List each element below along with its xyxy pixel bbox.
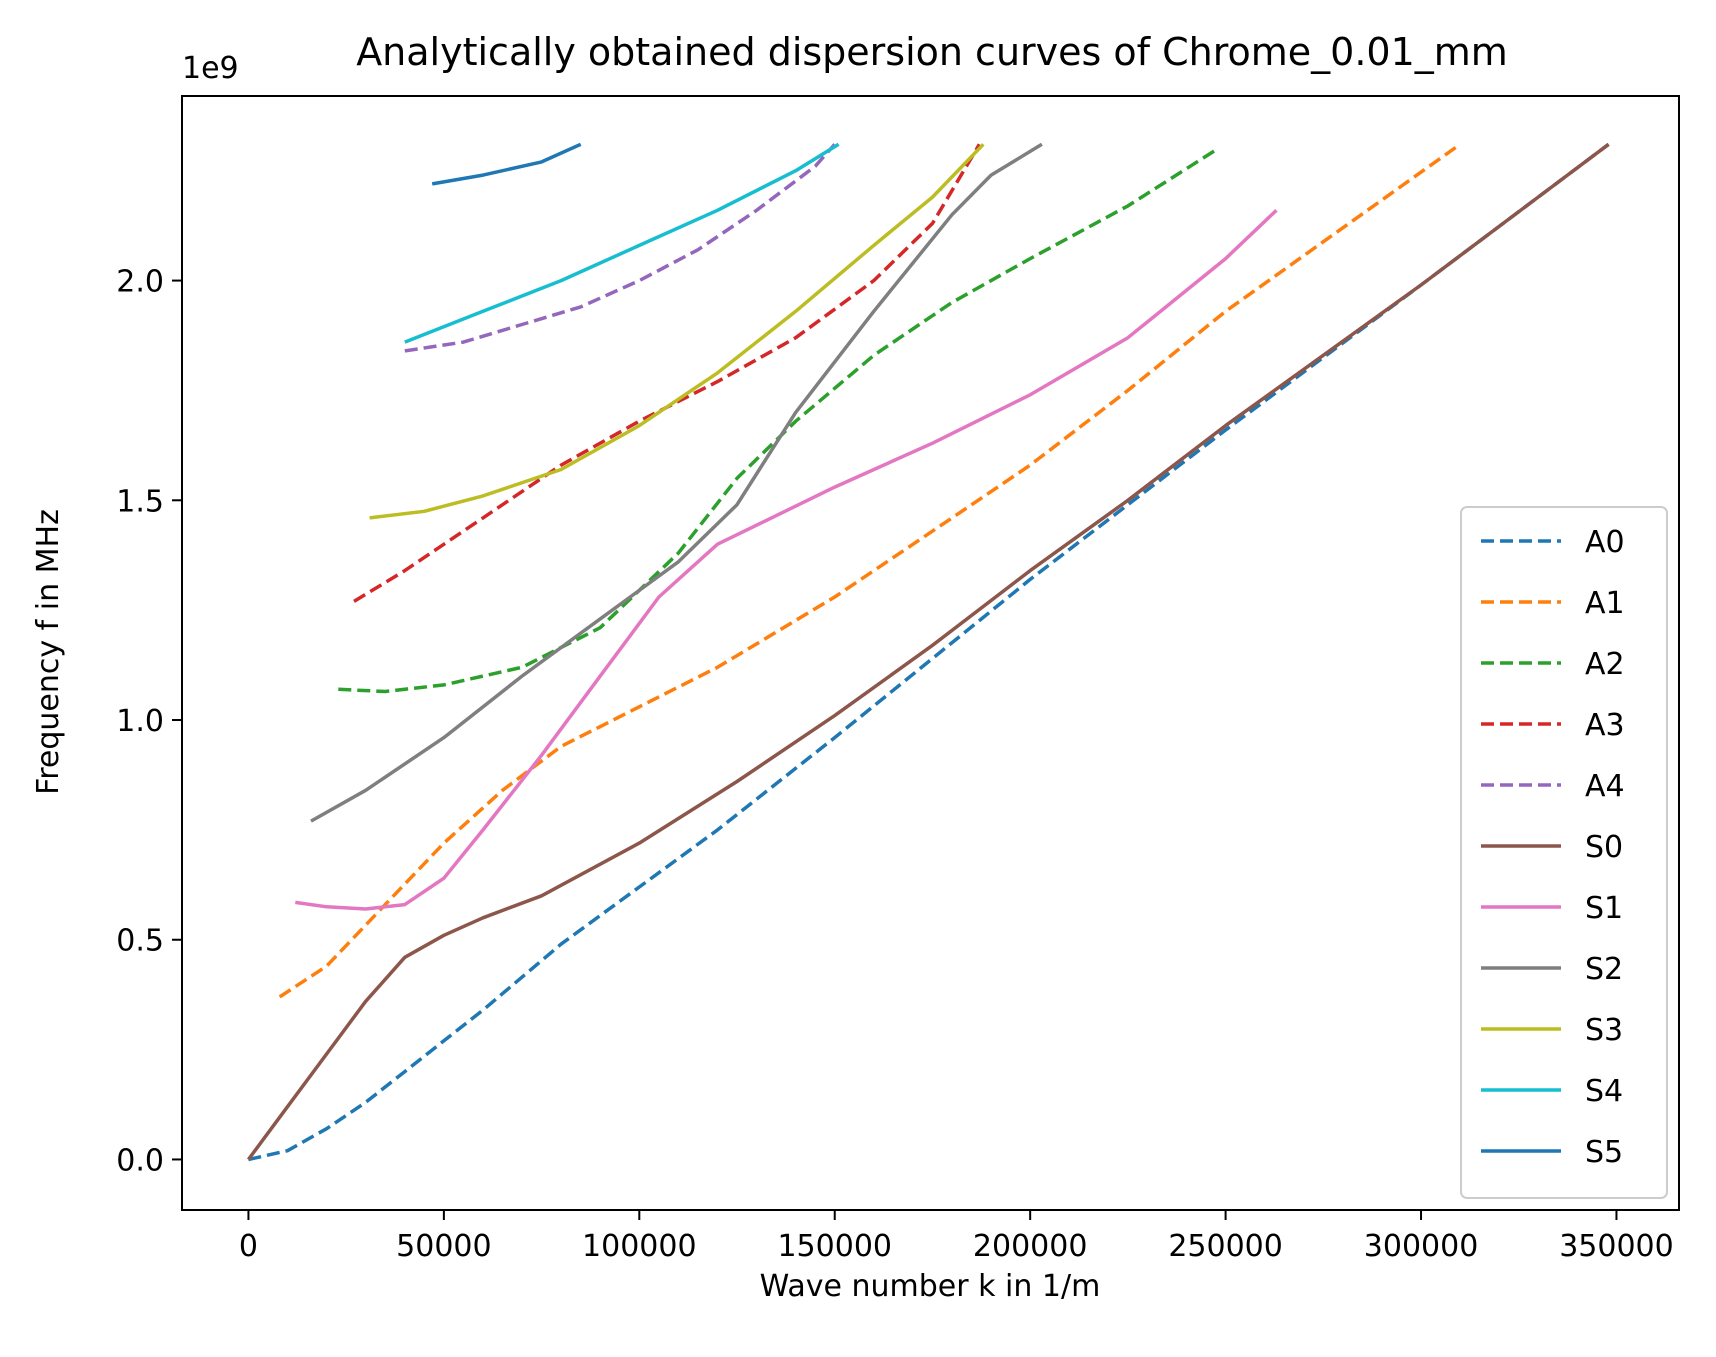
series-line-a0	[248, 142, 1610, 1162]
x-axis-ticks: 0 50000 100000 150000 200000 250000 300000 3500…	[239, 1210, 1674, 1264]
y-axis-label: Frequency f in MHz	[31, 509, 66, 795]
y-axis-offset-label: 1e9	[182, 51, 239, 86]
plot-frame	[181, 95, 1680, 1211]
y-axis-ticks: 0.0 0.5 1.0 1.5 2.0	[116, 265, 182, 1178]
legend-label-a4: A4	[1585, 769, 1625, 804]
y-tick-label: 0.0	[116, 1143, 164, 1178]
legend-label-a0: A0	[1585, 525, 1625, 560]
chart-title: Analytically obtained dispersion curves …	[356, 30, 1508, 74]
y-tick-label: 0.5	[116, 924, 164, 959]
plot-lines	[246, 142, 1610, 1162]
legend-label-s0: S0	[1585, 830, 1623, 865]
y-tick-label: 1.5	[116, 484, 164, 519]
series-line-s5	[431, 142, 582, 186]
series-line-a1	[278, 142, 1462, 999]
legend-label-s5: S5	[1585, 1135, 1623, 1170]
series-line-a3	[353, 143, 981, 603]
series-line-a2	[338, 147, 1219, 694]
series-line-s2	[310, 142, 1043, 823]
legend-box	[1460, 506, 1668, 1199]
legend: A0 A1 A2 A3 A4 S0 S1 S2 S3 S4 S5	[1460, 506, 1668, 1199]
legend-label-s3: S3	[1585, 1013, 1623, 1048]
x-tick-label: 350000	[1559, 1229, 1674, 1264]
series-line-s0	[246, 142, 1610, 1161]
x-tick-label: 250000	[1168, 1229, 1283, 1264]
legend-label-a3: A3	[1585, 708, 1625, 743]
series-line-s1	[295, 209, 1278, 911]
x-tick-label: 0	[239, 1229, 258, 1264]
series-line-s4	[404, 142, 840, 344]
series-line-s3	[369, 143, 985, 520]
x-tick-label: 150000	[777, 1229, 892, 1264]
legend-label-a2: A2	[1585, 647, 1625, 682]
x-axis-label: Wave number k in 1/m	[760, 1269, 1101, 1304]
x-tick-label: 50000	[396, 1229, 491, 1264]
x-tick-label: 100000	[582, 1229, 697, 1264]
legend-label-s2: S2	[1585, 952, 1623, 987]
y-tick-label: 2.0	[116, 265, 164, 300]
x-tick-label: 200000	[973, 1229, 1088, 1264]
x-tick-label: 300000	[1364, 1229, 1479, 1264]
series-line-a4	[404, 143, 837, 353]
legend-label-s1: S1	[1585, 891, 1623, 926]
legend-label-a1: A1	[1585, 586, 1625, 621]
y-tick-label: 1.0	[116, 704, 164, 739]
legend-label-s4: S4	[1585, 1074, 1623, 1109]
